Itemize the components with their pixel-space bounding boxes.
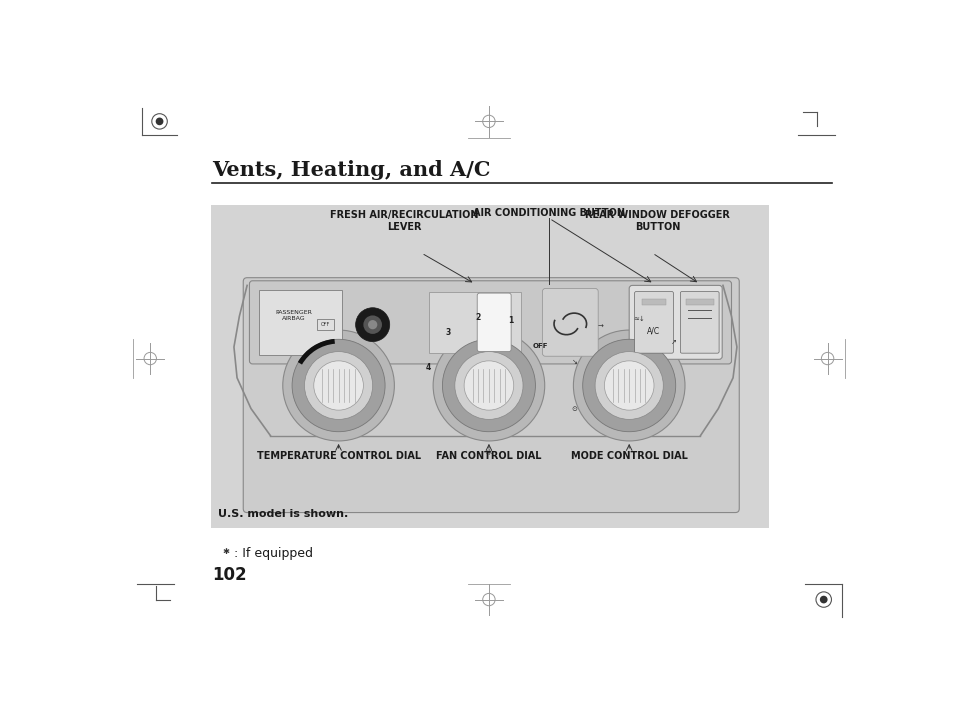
Text: →: → [597,324,602,330]
Text: 4: 4 [425,363,431,372]
FancyBboxPatch shape [679,292,719,353]
Bar [641,299,665,305]
Circle shape [464,361,513,410]
Text: ≈↓: ≈↓ [633,316,644,322]
FancyBboxPatch shape [629,285,721,359]
Bar [429,292,520,353]
FancyBboxPatch shape [243,278,739,513]
Text: U.S. model is shown.: U.S. model is shown. [218,508,349,519]
Circle shape [442,339,535,432]
Text: *: * [485,448,492,462]
Text: MODE CONTROL DIAL: MODE CONTROL DIAL [570,451,687,461]
Text: PASSENGER
AIRBAG: PASSENGER AIRBAG [275,310,312,322]
Circle shape [819,596,827,604]
Circle shape [292,339,385,432]
Text: ✱: ✱ [222,547,229,556]
Bar [685,299,713,305]
Circle shape [573,330,684,441]
Circle shape [368,320,377,329]
Text: Vents, Heating, and A/C: Vents, Heating, and A/C [212,160,490,180]
Text: OFF: OFF [532,343,548,349]
Circle shape [604,361,654,410]
FancyBboxPatch shape [249,280,731,364]
Circle shape [155,118,163,125]
Text: 102: 102 [212,567,247,584]
Text: ↘: ↘ [571,359,578,366]
Circle shape [304,351,373,420]
Text: 1: 1 [507,316,513,325]
Bar [317,319,335,330]
Text: ⊙: ⊙ [571,405,578,412]
Circle shape [314,361,363,410]
Text: REAR WINDOW DEFOGGER
BUTTON: REAR WINDOW DEFOGGER BUTTON [585,210,730,231]
Circle shape [455,351,522,420]
Text: 3: 3 [445,328,451,337]
FancyBboxPatch shape [634,292,673,353]
Circle shape [282,330,394,441]
Circle shape [433,330,544,441]
Text: ↗: ↗ [670,339,676,345]
Text: A/C: A/C [647,327,659,336]
Circle shape [355,307,390,342]
Text: TEMPERATURE CONTROL DIAL: TEMPERATURE CONTROL DIAL [256,451,420,461]
FancyBboxPatch shape [542,288,598,356]
Circle shape [582,339,675,432]
Bar [258,290,342,355]
Text: AIR CONDITIONING BUTTON: AIR CONDITIONING BUTTON [473,209,625,219]
Bar [211,204,768,528]
Text: : If equipped: : If equipped [233,547,313,560]
Text: OFF: OFF [321,322,330,327]
Text: FAN CONTROL DIAL: FAN CONTROL DIAL [436,451,541,461]
Text: 2: 2 [475,312,480,322]
Text: FRESH AIR/RECIRCULATION
LEVER: FRESH AIR/RECIRCULATION LEVER [330,210,478,231]
FancyBboxPatch shape [476,293,511,351]
Circle shape [363,315,381,334]
Circle shape [595,351,662,420]
